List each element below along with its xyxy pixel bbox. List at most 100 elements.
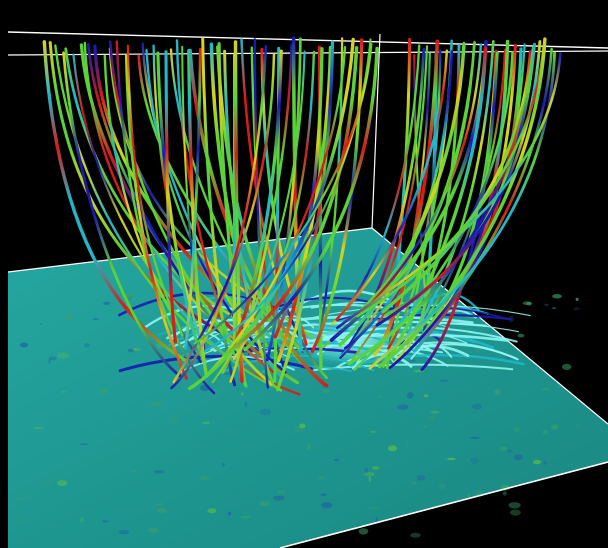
field-line-tube (193, 43, 373, 345)
field-line-tube (62, 51, 183, 379)
plate-speckle-dot (397, 404, 409, 410)
plate-speckle-dot (241, 392, 244, 396)
plate-speckle-dot (84, 343, 90, 348)
plate-speckle-dot (79, 443, 89, 446)
plate-speckle-dot (202, 421, 211, 425)
plate-speckle-dot (258, 500, 271, 507)
field-line-tube (103, 54, 202, 364)
plate-speckle-dot (101, 520, 109, 523)
plate-speckle-dot (372, 466, 380, 470)
plate-speckle-dot (467, 493, 471, 497)
field-line-tube (377, 37, 547, 369)
plate-speckle-dot (150, 402, 163, 406)
field-line-tube (187, 49, 209, 378)
field-line-tube (273, 47, 324, 339)
plate-speckle-dot (510, 509, 521, 516)
field-line-tube (341, 47, 426, 356)
plate-speckle-dot (17, 518, 23, 522)
plate-speckle-dot (406, 441, 409, 445)
plate-speckle-dot (411, 481, 417, 485)
plate-speckle-dot (550, 424, 559, 430)
plate-speckle-dot (494, 388, 501, 396)
plate-speckle-dot (322, 389, 331, 393)
field-line-tube (222, 46, 359, 358)
plate-speckle-dot (552, 307, 556, 309)
field-line-tube (388, 47, 553, 370)
plate-speckle-dot (148, 527, 160, 533)
field-line-tube (191, 45, 347, 389)
plate-speckle-dot (61, 390, 66, 393)
plate-speckle-dot (156, 507, 168, 513)
plate-speckle-dot (562, 363, 572, 370)
plate-speckle-dot (513, 454, 523, 461)
plate-speckle-dot (15, 498, 27, 500)
plate-speckle-dot (542, 429, 549, 435)
field-line-tube (201, 37, 237, 387)
field-line-tube (291, 36, 303, 352)
field-line-tube (229, 43, 293, 383)
low-loop (349, 353, 525, 367)
plate-speckle-dot (368, 476, 371, 482)
field-line-tube (232, 50, 316, 360)
plate-speckle-dot (259, 408, 272, 415)
field-line-tube (216, 45, 302, 351)
field-line-tube (172, 53, 276, 384)
plate-speckle-dot (307, 444, 311, 451)
plate-speckle-dot (49, 356, 57, 361)
plate-speckle-dot (409, 359, 416, 363)
plate-speckle-dot (576, 423, 580, 428)
field-line-tube (329, 39, 488, 342)
plate-speckle-dot (447, 457, 456, 461)
field-line-tube (233, 40, 244, 383)
plate-speckle-dot (153, 470, 165, 474)
field-line-tube (388, 46, 488, 358)
field-line-tube (42, 40, 189, 363)
plate-speckle-dot (33, 427, 45, 429)
plate-speckle-dot (469, 436, 480, 439)
plate-speckle-dot (57, 480, 68, 487)
field-line-tube (184, 47, 202, 350)
plate-speckle-dot (424, 394, 429, 398)
plate-speckle-dot (502, 491, 507, 496)
plate-speckle-dot (240, 516, 251, 518)
low-loop (313, 363, 514, 371)
plate-speckle-dot (541, 387, 551, 391)
plate-speckle-dot (222, 463, 225, 467)
plate-speckle-dot (378, 395, 382, 399)
field-line-tube (156, 51, 205, 362)
plate-speckle-dot (24, 351, 28, 353)
plate-speckle-dot (410, 532, 421, 538)
plate-speckle-dot (363, 471, 375, 477)
plate-speckle-dot (522, 301, 532, 306)
plate-speckle-dot (416, 474, 426, 481)
field-line-tube (243, 46, 379, 352)
field-line-tube (164, 50, 177, 344)
plate-speckle-dot (39, 322, 43, 326)
plate-speckle-dot (321, 502, 333, 509)
plate-speckle-dot (513, 427, 520, 433)
field-line-tube (175, 39, 249, 388)
plate-speckle-dot (369, 431, 376, 433)
plate-speckle-dot (113, 307, 118, 312)
plate-speckle-dot (131, 469, 136, 473)
field-line-tube (48, 41, 251, 350)
field-line-tube (54, 44, 301, 396)
plate-speckle-dot (470, 457, 479, 464)
plate-speckle-dot (499, 446, 508, 451)
plate-speckle-dot (80, 517, 84, 523)
low-loop (400, 331, 443, 345)
plate-speckle-dot (543, 461, 548, 465)
field-line-tube (83, 41, 276, 374)
plate-speckle-dot (544, 303, 549, 306)
plate-speckle-dot (103, 301, 111, 305)
field-line-tube (276, 45, 333, 363)
field-line-tube (336, 51, 562, 330)
plate-speckle-dot (84, 339, 92, 343)
plate-speckle-dot (573, 307, 580, 311)
low-loop (387, 320, 450, 330)
plate-speckle-dot (334, 458, 339, 462)
plate-speckle-dot (368, 506, 380, 510)
low-loop (410, 343, 453, 360)
plate-speckle-dot (125, 293, 134, 299)
